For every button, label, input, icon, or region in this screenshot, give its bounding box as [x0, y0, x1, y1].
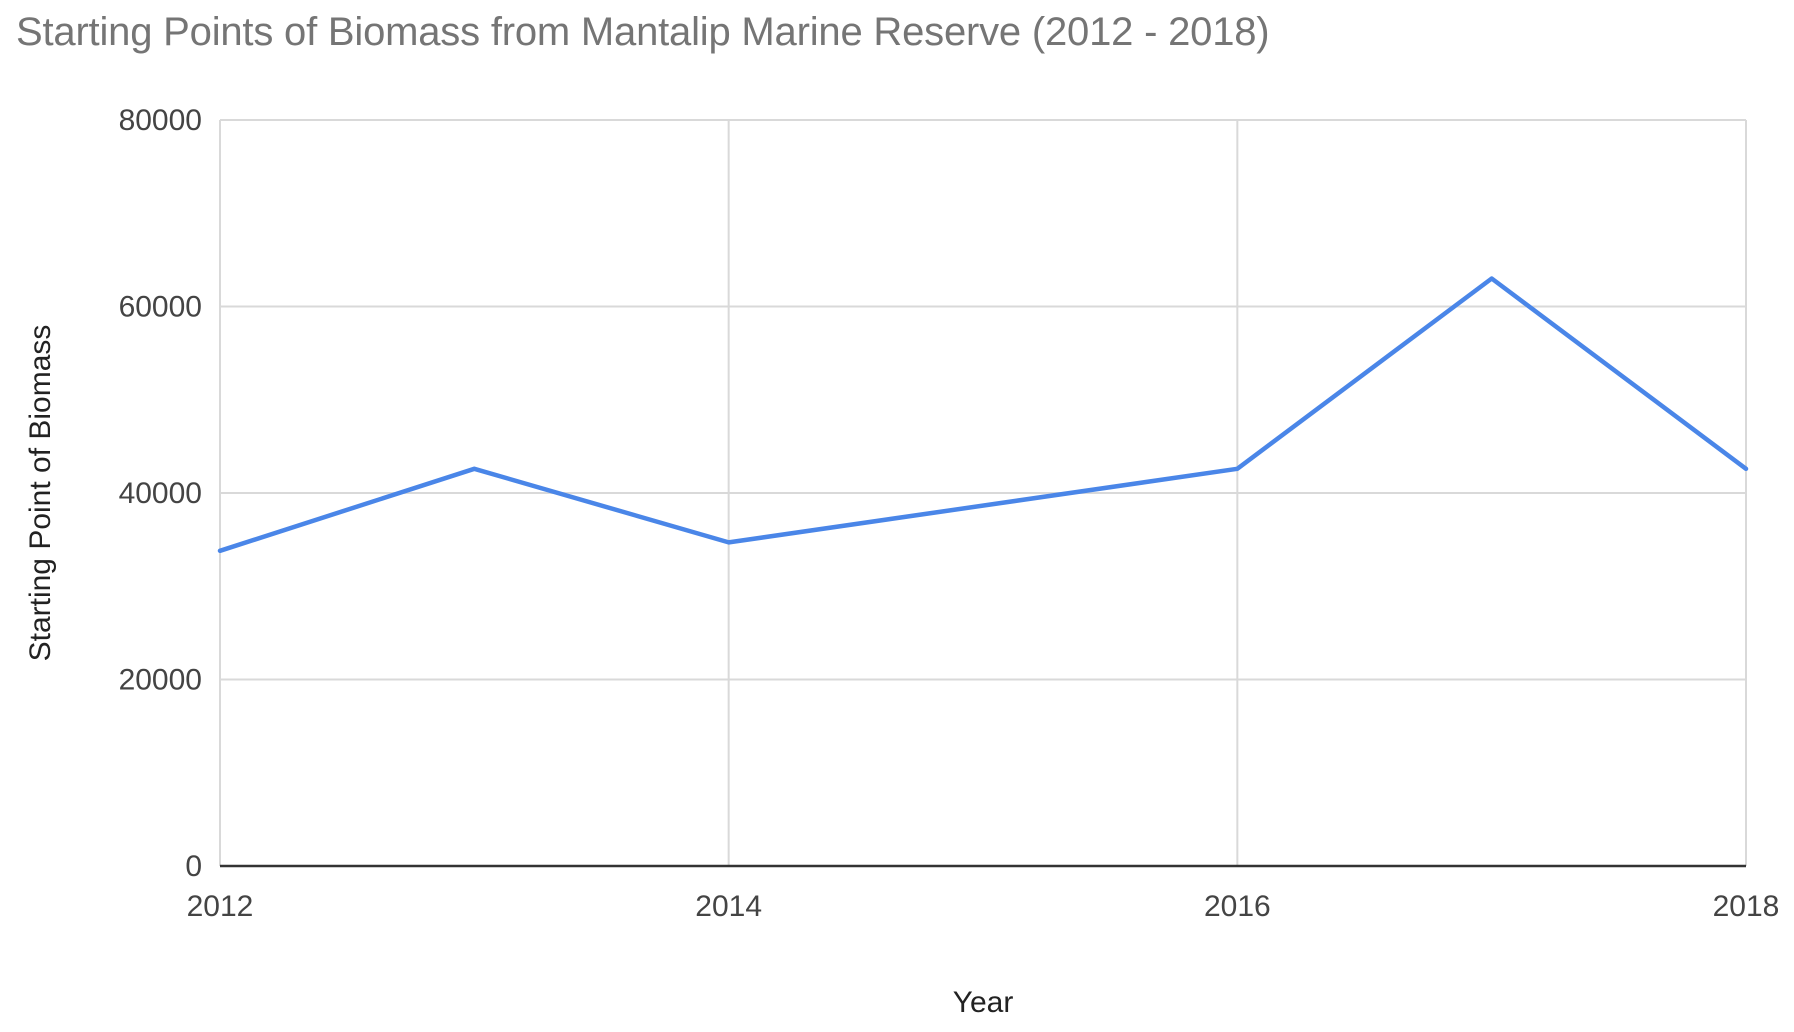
y-tick-label: 80000 — [119, 104, 202, 137]
y-tick-label: 0 — [185, 850, 202, 883]
series-line-0 — [217, 276, 1749, 554]
tick-labels: 0 20000 40000 60000 80000 2012 2014 2016 2018 — [119, 104, 1780, 923]
series-layer — [217, 276, 1749, 554]
x-axis-title: Year — [953, 986, 1014, 1019]
gridlines — [219, 119, 1747, 866]
x-tick-label: 2016 — [1204, 890, 1271, 923]
y-axis-title: Starting Point of Biomass — [24, 325, 57, 662]
y-tick-label: 20000 — [119, 664, 202, 697]
y-tick-label: 40000 — [119, 477, 202, 510]
x-tick-label: 2018 — [1713, 890, 1780, 923]
x-tick-label: 2014 — [695, 890, 762, 923]
chart-title: Starting Points of Biomass from Mantalip… — [16, 10, 1270, 54]
x-tick-label: 2012 — [187, 890, 254, 923]
y-tick-label: 60000 — [119, 291, 202, 324]
